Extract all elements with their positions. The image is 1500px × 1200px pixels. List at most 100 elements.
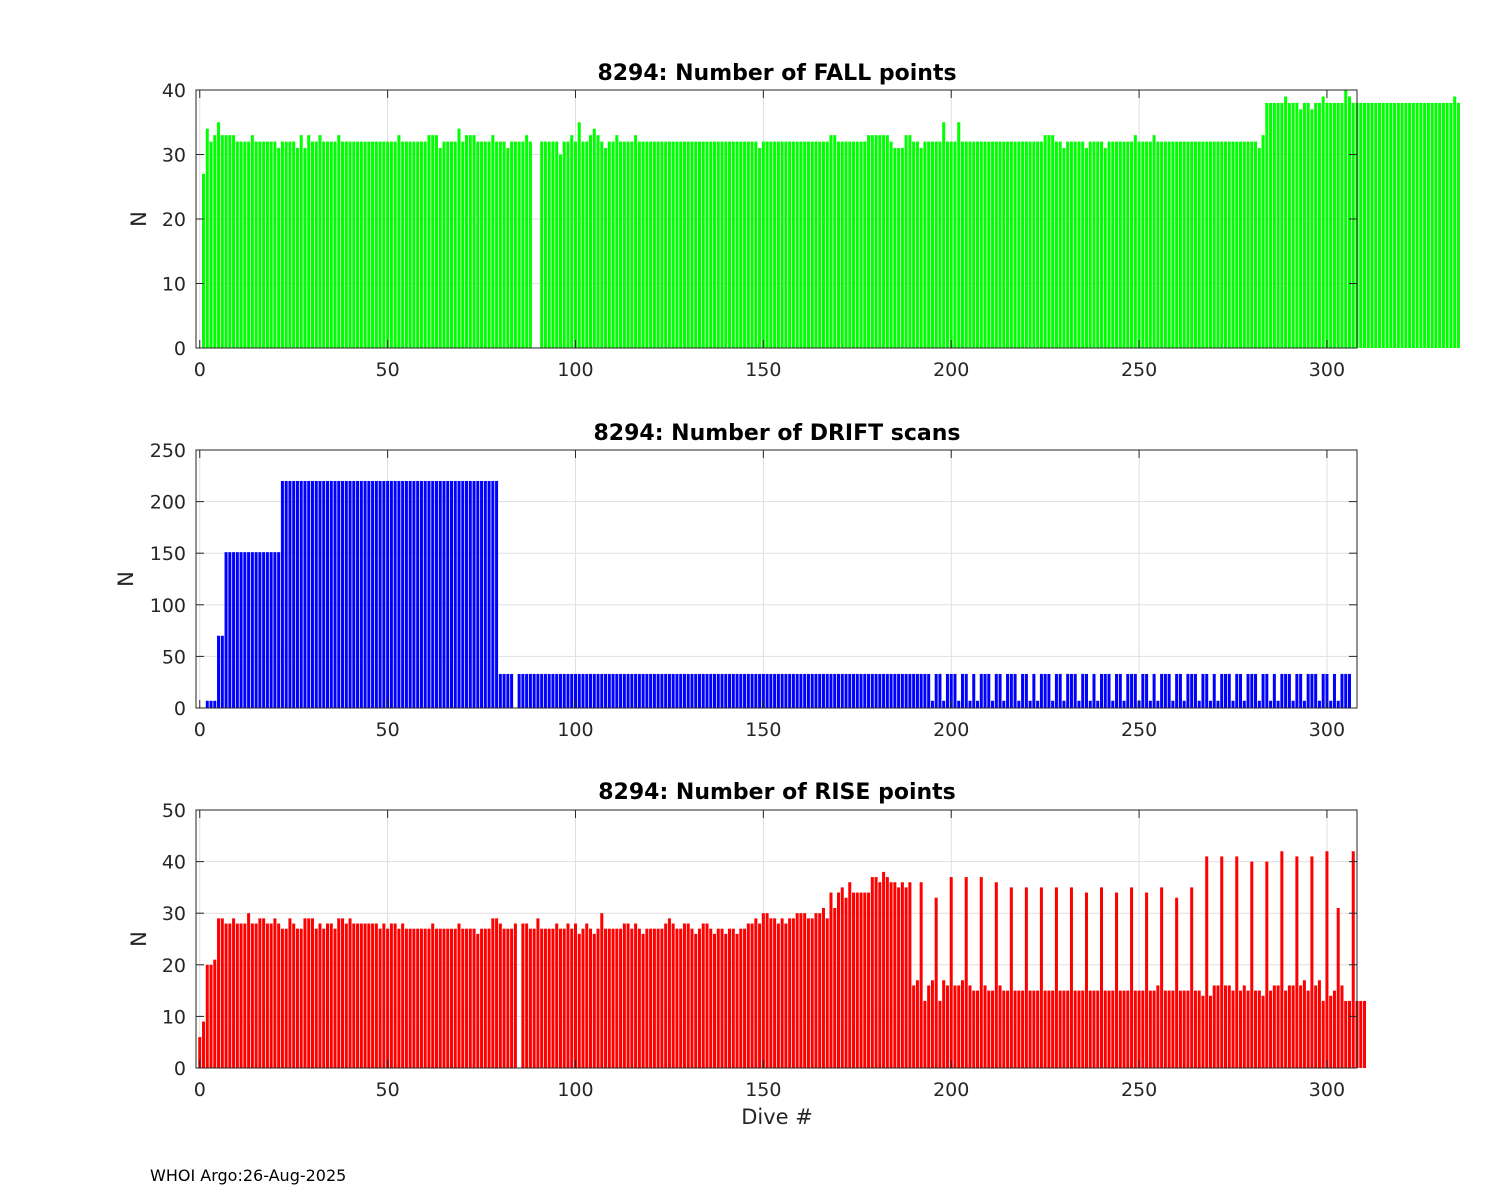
fall-bar xyxy=(1111,141,1115,348)
drift-bar xyxy=(1239,673,1243,708)
drift-bar xyxy=(1242,700,1246,708)
rise-bar xyxy=(1051,990,1055,1068)
drift-bar xyxy=(1276,700,1280,708)
drift-bar xyxy=(1336,700,1340,708)
drift-bar xyxy=(1227,673,1231,708)
drift-bar xyxy=(307,480,311,708)
drift-bar xyxy=(1257,700,1261,708)
rise-bar xyxy=(833,908,837,1068)
drift-y-tick-label: 150 xyxy=(150,543,186,565)
rise-bar xyxy=(269,923,273,1068)
drift-bar xyxy=(1295,673,1299,708)
rise-bar xyxy=(1145,892,1149,1068)
drift-bar xyxy=(945,673,949,708)
fall-bar xyxy=(825,141,829,348)
rise-bar xyxy=(1227,985,1231,1068)
drift-bar xyxy=(1186,673,1190,708)
rise-bar xyxy=(979,877,983,1068)
fall-bar xyxy=(468,135,472,348)
drift-bar xyxy=(908,673,912,708)
fall-bar xyxy=(1254,141,1258,348)
fall-bar xyxy=(728,141,732,348)
fall-bar xyxy=(416,141,420,348)
drift-bar xyxy=(1051,700,1055,708)
fall-bar xyxy=(1069,141,1073,348)
drift-bar xyxy=(532,673,536,708)
fall-bar xyxy=(1378,102,1382,349)
fall-bar xyxy=(1081,141,1085,348)
fall-bar xyxy=(284,141,288,348)
fall-bar xyxy=(348,141,352,348)
drift-x-tick-label: 200 xyxy=(933,719,969,741)
rise-bar xyxy=(694,933,698,1068)
rise-bar xyxy=(1299,985,1303,1068)
drift-bar xyxy=(329,480,333,708)
drift-bar xyxy=(303,480,307,708)
fall-bar xyxy=(295,148,299,348)
fall-bar xyxy=(750,141,754,348)
fall-bar xyxy=(1088,141,1092,348)
rise-bar xyxy=(1201,995,1205,1068)
drift-bar xyxy=(374,480,378,708)
fall-bar xyxy=(1438,102,1442,349)
drift-bar xyxy=(953,673,957,708)
fall-bar xyxy=(1021,141,1025,348)
rise-points-panel: 8294: Number of RISE points N Dive # 0 50… xyxy=(127,780,1367,1129)
rise-bar xyxy=(1231,990,1235,1068)
drift-bar xyxy=(1171,700,1175,708)
fall-bar xyxy=(1329,102,1333,349)
rise-bar xyxy=(1171,990,1175,1068)
fall-bar xyxy=(1280,102,1284,349)
drift-bar xyxy=(867,673,871,708)
rise-bar xyxy=(1246,990,1250,1068)
fall-bar xyxy=(641,141,645,348)
drift-bar xyxy=(1126,673,1130,708)
fall-bar xyxy=(1107,141,1111,348)
rise-bar xyxy=(1073,990,1077,1068)
fall-bar xyxy=(1306,102,1310,349)
rise-bar xyxy=(1006,990,1010,1068)
rise-bar xyxy=(836,892,840,1068)
drift-bar xyxy=(1325,673,1329,708)
drift-bar xyxy=(1107,673,1111,708)
fall-bar xyxy=(525,135,529,348)
rise-bar xyxy=(284,928,288,1068)
rise-bar xyxy=(713,933,717,1068)
rise-bar xyxy=(972,990,976,1068)
rise-bar xyxy=(1291,985,1295,1068)
drift-bar xyxy=(765,673,769,708)
rise-bar xyxy=(1261,995,1265,1068)
fall-bar xyxy=(213,135,217,348)
fall-bar xyxy=(626,141,630,348)
fall-bar xyxy=(307,135,311,348)
drift-bar xyxy=(600,673,604,708)
fall-bar xyxy=(1291,102,1295,349)
fall-bar xyxy=(528,141,532,348)
fall-bar xyxy=(1092,141,1096,348)
fall-bar xyxy=(356,141,360,348)
rise-bar xyxy=(318,923,322,1068)
fall-bar xyxy=(1441,102,1445,349)
fall-bar xyxy=(611,141,615,348)
rise-bar xyxy=(840,887,844,1068)
rise-bar xyxy=(243,923,247,1068)
fall-bar xyxy=(1246,141,1250,348)
fall-bar xyxy=(1066,141,1070,348)
fall-bar xyxy=(697,141,701,348)
drift-bar xyxy=(217,635,221,708)
drift-bar xyxy=(1111,700,1115,708)
rise-x-tick-label: 50 xyxy=(376,1079,400,1101)
drift-bar xyxy=(784,673,788,708)
drift-bar xyxy=(209,700,213,708)
fall-bar xyxy=(232,135,236,348)
rise-bar xyxy=(1182,990,1186,1068)
rise-x-tick-label: 100 xyxy=(557,1079,593,1101)
rise-bar xyxy=(1336,908,1340,1068)
drift-bar xyxy=(656,673,660,708)
rise-bar xyxy=(525,923,529,1068)
rise-bar xyxy=(562,928,566,1068)
rise-bar xyxy=(521,923,525,1068)
rise-bar xyxy=(671,923,675,1068)
drift-bar xyxy=(247,552,251,708)
rise-bar xyxy=(1239,990,1243,1068)
